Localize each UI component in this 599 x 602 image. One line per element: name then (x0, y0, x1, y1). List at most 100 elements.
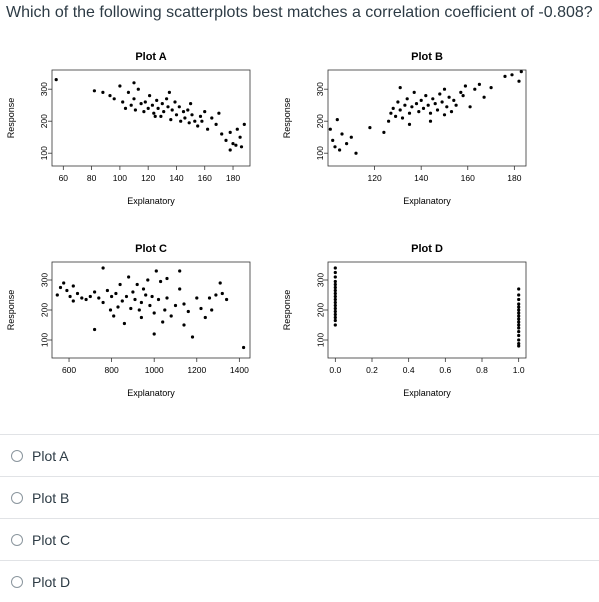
data-point (186, 309, 190, 314)
data-point (55, 293, 59, 297)
data-point (419, 98, 423, 102)
data-point (150, 294, 154, 299)
data-point (394, 114, 398, 118)
data-point (224, 138, 228, 142)
data-point (517, 314, 521, 318)
x-tick-label: 0.0 (329, 365, 341, 375)
plot-d: Plot D 0.0 0.2 0.4 0.6 0.8 1.0 100 200 300 Explana… (282, 243, 527, 398)
data-point (105, 288, 109, 293)
data-point (131, 290, 135, 294)
data-point (428, 111, 433, 115)
data-point (473, 87, 477, 91)
data-point (331, 138, 335, 142)
data-point (333, 312, 337, 317)
radio-button-c[interactable] (11, 533, 23, 546)
data-point (468, 105, 472, 109)
data-point (123, 106, 128, 110)
data-point (333, 300, 337, 305)
data-point (517, 308, 521, 312)
data-point (126, 90, 130, 94)
data-point (146, 106, 150, 110)
data-point (333, 291, 337, 296)
x-tick-label: 120 (367, 173, 381, 183)
data-point (118, 84, 122, 88)
data-point (333, 266, 337, 270)
radio-button-a[interactable] (11, 449, 23, 462)
x-tick-label: 0.6 (439, 365, 451, 375)
data-point (228, 148, 232, 152)
data-point (71, 284, 75, 288)
data-point (124, 294, 129, 299)
data-point (108, 94, 112, 98)
data-point (203, 315, 207, 320)
data-point (112, 97, 116, 101)
data-point (68, 294, 72, 299)
data-point (368, 126, 372, 130)
data-point (153, 114, 157, 118)
data-point (160, 102, 164, 106)
y-tick-label: 100 (39, 146, 49, 160)
data-point (403, 103, 407, 107)
data-point (396, 100, 400, 104)
data-point (440, 100, 444, 104)
answer-option-c[interactable]: Plot C (0, 518, 599, 560)
data-point (340, 132, 344, 136)
radio-button-d[interactable] (11, 575, 23, 588)
data-point (93, 327, 97, 332)
data-point (398, 86, 402, 90)
answer-option-a[interactable]: Plot A (0, 434, 599, 476)
data-point (445, 105, 449, 109)
data-point (398, 108, 402, 112)
data-point (234, 143, 238, 147)
answer-option-d[interactable]: Plot D (0, 560, 599, 602)
data-point (382, 130, 386, 134)
data-point (182, 323, 186, 327)
answer-label-d: Plot D (32, 573, 71, 590)
data-point (517, 344, 521, 348)
data-point (179, 119, 183, 123)
x-tick-label: 600 (62, 365, 76, 375)
y-axis-label: Response (6, 290, 16, 331)
data-point (152, 332, 156, 336)
data-point (177, 105, 181, 109)
data-point (333, 323, 337, 327)
data-point (517, 330, 521, 334)
data-point (118, 282, 122, 287)
data-point (428, 119, 433, 123)
data-point (187, 121, 191, 125)
y-tick-label: 200 (39, 303, 49, 317)
y-axis-label: Response (282, 290, 292, 331)
y-tick-label: 200 (315, 303, 325, 317)
data-point (333, 309, 337, 314)
radio-button-b[interactable] (11, 491, 23, 504)
data-point (189, 102, 193, 106)
data-point (431, 97, 435, 101)
data-point (150, 103, 154, 107)
data-point (80, 296, 84, 300)
data-point (333, 270, 337, 275)
data-point (62, 281, 66, 285)
data-point (101, 266, 105, 270)
data-point (225, 297, 229, 302)
data-point (517, 342, 521, 346)
data-point (503, 74, 507, 78)
x-tick-label: 1200 (187, 365, 206, 375)
data-point (517, 293, 521, 297)
data-point (477, 82, 481, 86)
plot-title: Plot C (135, 243, 167, 255)
x-tick-label: 100 (113, 173, 127, 183)
data-point (218, 281, 222, 285)
data-point (135, 282, 139, 287)
data-point (154, 269, 158, 273)
y-tick-label: 300 (315, 82, 325, 96)
data-point (333, 297, 337, 302)
data-point (349, 135, 353, 139)
data-point (389, 111, 393, 115)
data-point (58, 285, 63, 290)
data-point (54, 78, 58, 82)
x-axis-label: Explanatory (403, 388, 451, 398)
data-point (132, 81, 136, 85)
data-point (132, 97, 136, 101)
data-point (141, 287, 146, 291)
answer-option-b[interactable]: Plot B (0, 476, 599, 518)
